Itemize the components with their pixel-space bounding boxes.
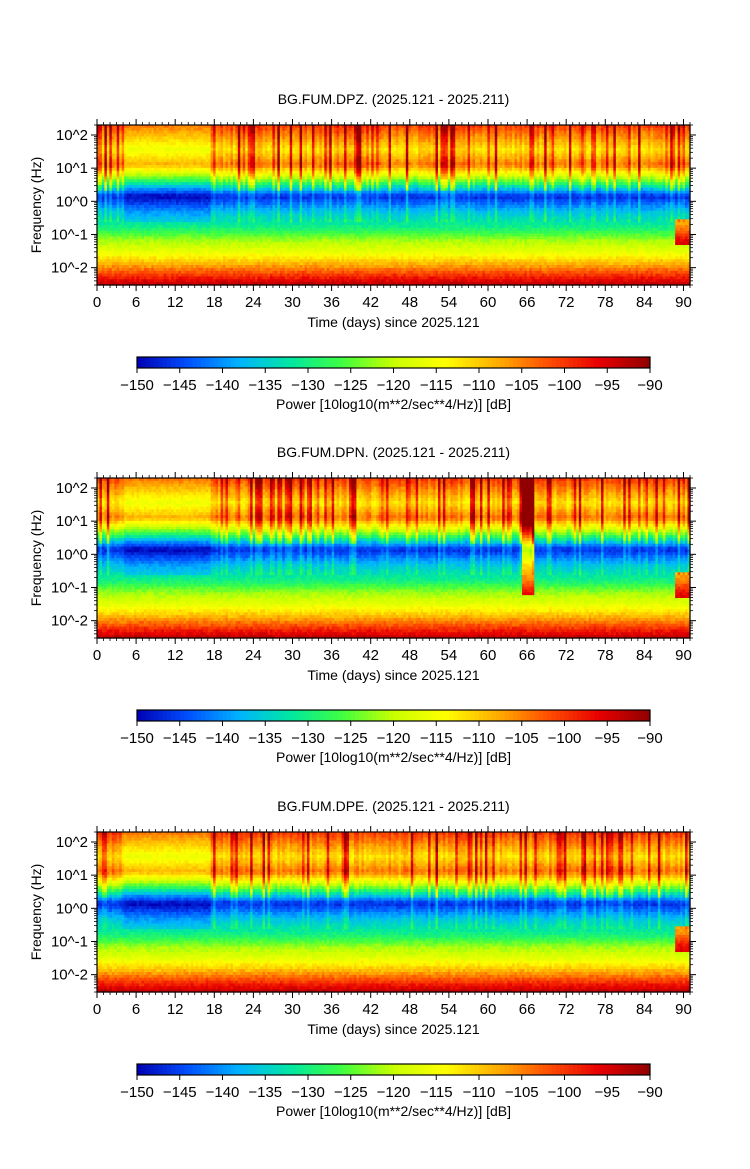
panel-title: BG.FUM.DPZ. (2025.121 - 2025.211) <box>278 91 510 107</box>
spectrogram-figure: BG.FUM.DPZ. (2025.121 - 2025.211)10^210^… <box>0 0 750 1169</box>
spectrogram-heatmap <box>97 125 691 286</box>
panel-1: BG.FUM.DPZ. (2025.121 - 2025.211)10^210^… <box>28 91 696 412</box>
